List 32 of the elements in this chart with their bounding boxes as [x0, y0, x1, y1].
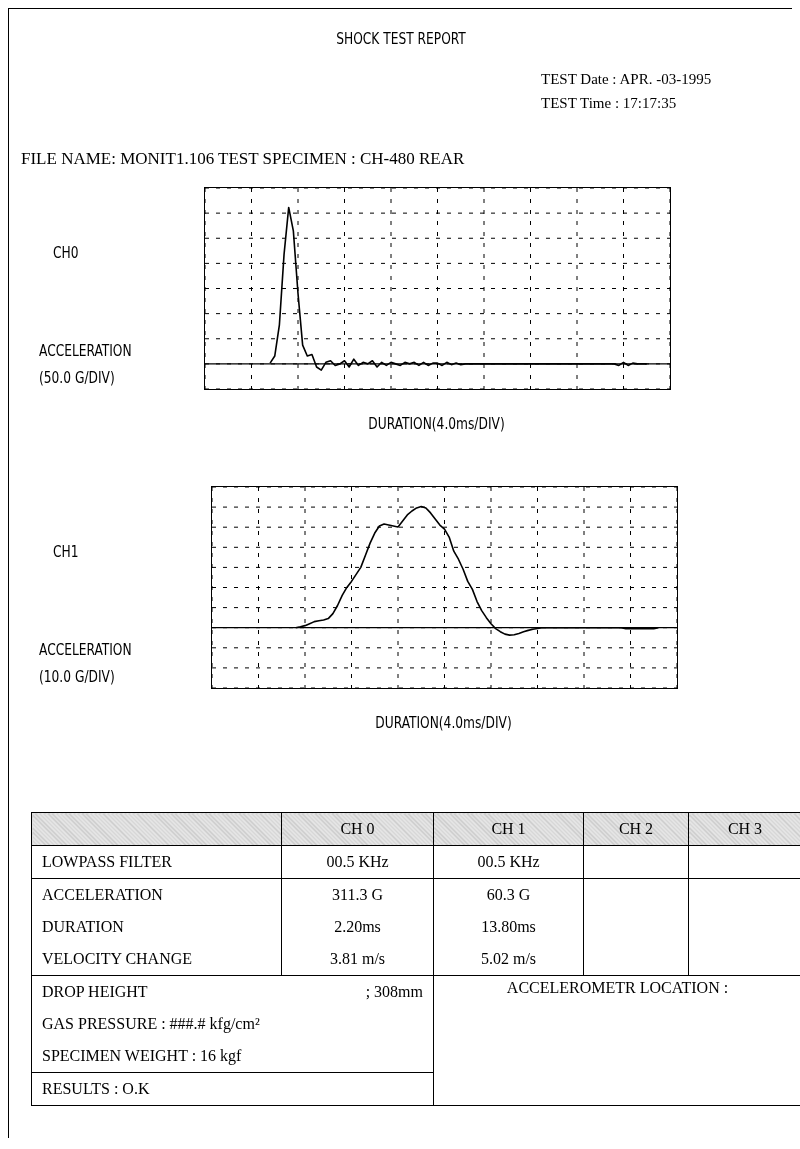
text: LOWPASS FILTER — [41, 852, 173, 872]
y-axis-title: ACCELERATION (10.0 G/DIV) — [39, 639, 133, 688]
chart-title: SHOCK TEST REPORT — [335, 29, 467, 48]
text: 2.20ms — [281, 911, 434, 943]
text: CH0 — [53, 243, 79, 262]
text: 00.5 KHz — [433, 845, 584, 879]
text: CH 2 — [583, 812, 689, 846]
text: 13.80ms — [433, 911, 584, 943]
text: ACCELEROMETR LOCATION : — [433, 975, 800, 1106]
x-axis-title: DURATION(4.0ms/DIV) — [374, 713, 513, 732]
text: GAS PRESSURE : ###.# kfg/cm² — [41, 1014, 261, 1035]
text: DURATION — [41, 917, 125, 937]
text: 311.3 G — [281, 878, 434, 911]
text: CH 0 — [281, 812, 434, 846]
text: 00.5 KHz — [281, 845, 434, 879]
text: VELOCITY CHANGE — [41, 949, 194, 969]
text: 60.3 G — [433, 878, 584, 911]
text: TEST Time : 17:17:35 — [541, 95, 677, 112]
text: TEST Date : APR. -03-1995 — [541, 71, 712, 88]
text: FILE NAME: MONIT1.106 TEST SPECIMEN : CH-480 REAR — [21, 149, 465, 169]
text: RESULTS : O.K — [41, 1079, 151, 1099]
text: DROP HEIGHT — [42, 983, 148, 1000]
y-axis-title: ACCELERATION (50.0 G/DIV) — [39, 340, 133, 389]
text: 3.81 m/s — [281, 943, 434, 976]
text: SPECIMEN WEIGHT : 16 kgf — [41, 1046, 243, 1067]
text: CH 3 — [688, 812, 800, 846]
text: 5.02 m/s — [433, 943, 584, 976]
text: ; 308mm — [365, 983, 423, 1001]
text: CH 1 — [433, 812, 584, 846]
text: ACCELERATION — [41, 885, 164, 905]
x-axis-title: DURATION(4.0ms/DIV) — [367, 414, 506, 433]
text: CH1 — [53, 542, 79, 561]
